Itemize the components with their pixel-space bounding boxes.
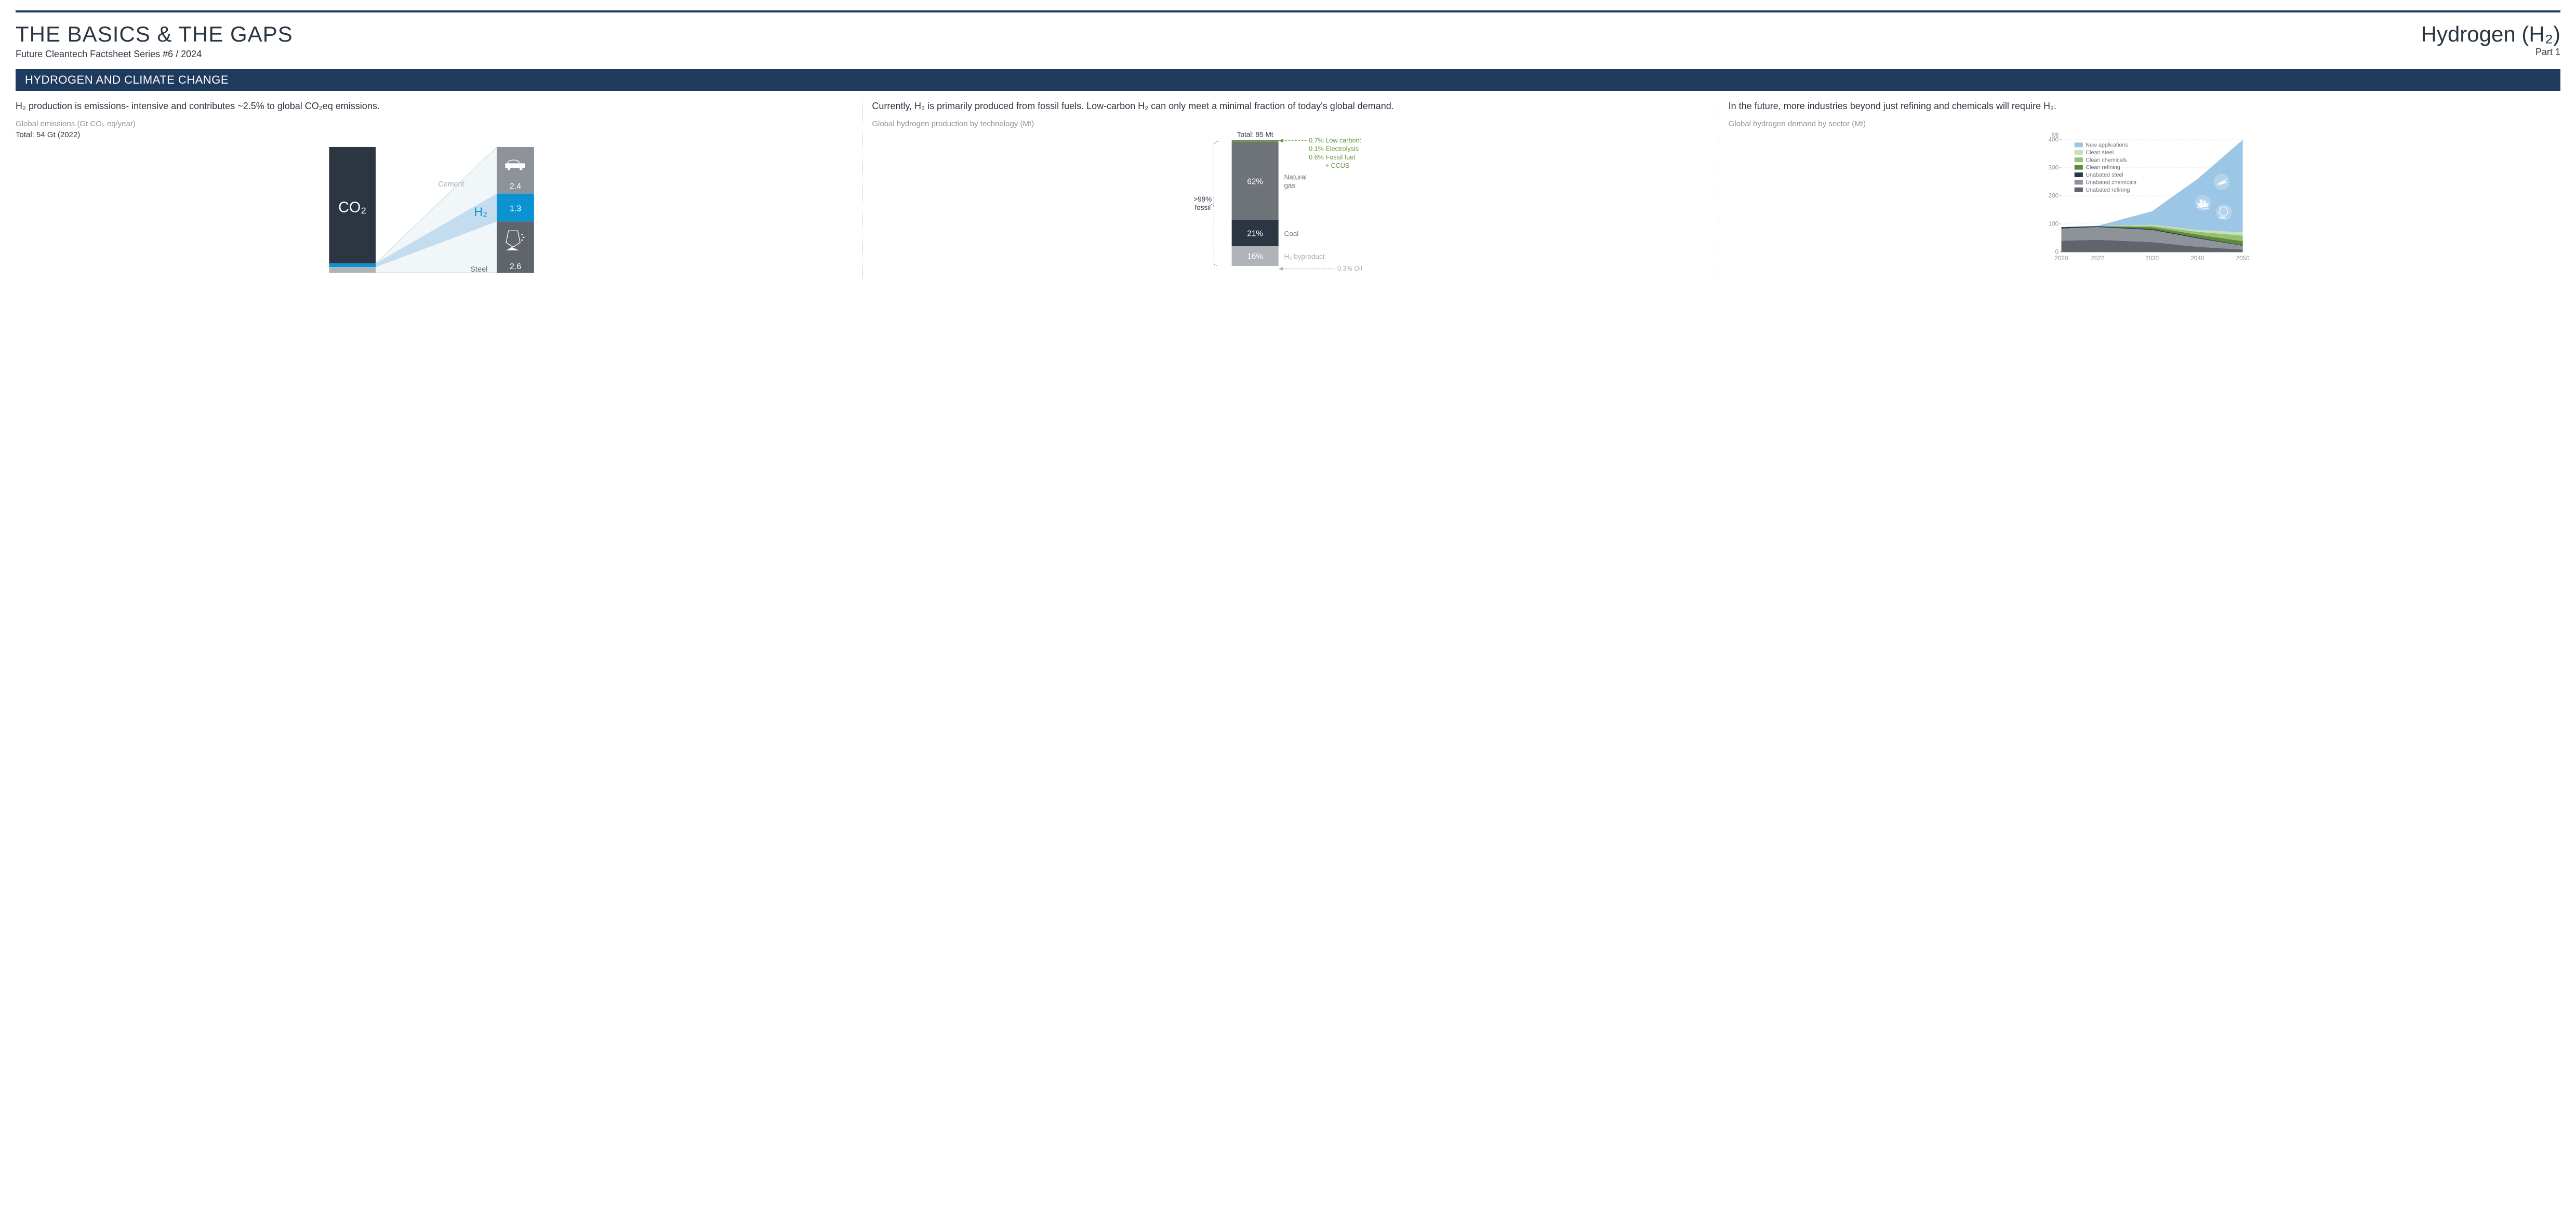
svg-text:0.1% Electrolysis: 0.1% Electrolysis — [1309, 145, 1359, 153]
svg-text:Clean refining: Clean refining — [2086, 165, 2120, 171]
svg-text:62%: 62% — [1247, 178, 1264, 186]
header: THE BASICS & THE GAPS Future Cleantech F… — [16, 22, 2560, 60]
svg-text:2.6: 2.6 — [510, 262, 521, 271]
svg-text:>99%: >99% — [1194, 195, 1212, 203]
svg-text:Clean chemicals: Clean chemicals — [2086, 157, 2127, 164]
detail-bar-cement: 2.4 — [497, 147, 534, 194]
svg-text:1.3: 1.3 — [510, 204, 521, 214]
svg-text:H₂ byproduct: H₂ byproduct — [1284, 253, 1325, 261]
svg-text:16%: 16% — [1247, 252, 1264, 261]
topic-part: Part 1 — [2421, 47, 2560, 58]
svg-text:21%: 21% — [1247, 230, 1264, 238]
svg-text:Unabated refining: Unabated refining — [2086, 187, 2130, 193]
production-chart: Total: 95 Mt >99% fossil 62% Natural gas… — [872, 130, 1704, 271]
svg-text:400: 400 — [2048, 137, 2059, 143]
col-emissions: H₂ production is emissions- intensive an… — [16, 100, 847, 279]
svg-text:New applications: New applications — [2086, 142, 2128, 149]
label-cement: Cement — [438, 181, 464, 189]
svg-text:0.7% Low carbon:: 0.7% Low carbon: — [1309, 137, 1361, 144]
col-demand: In the future, more industries beyond ju… — [1719, 100, 2560, 279]
top-rule — [16, 10, 2560, 12]
svg-text:0: 0 — [2055, 249, 2059, 256]
col1-blurb: H₂ production is emissions- intensive an… — [16, 100, 847, 112]
svg-text:200: 200 — [2048, 193, 2059, 199]
svg-text:0.6% Fossil fuel: 0.6% Fossil fuel — [1309, 154, 1355, 161]
col-production: Currently, H₂ is primarily produced from… — [862, 100, 1704, 279]
col1-total: Total: 54 Gt (2022) — [16, 130, 847, 139]
svg-text:300: 300 — [2048, 165, 2059, 171]
svg-text:gas: gas — [1284, 182, 1296, 190]
label-h2: H₂ — [474, 205, 487, 219]
label-steel: Steel — [471, 266, 488, 274]
page-subtitle: Future Cleantech Factsheet Series #6 / 2… — [16, 49, 293, 60]
svg-text:2022: 2022 — [2091, 256, 2104, 262]
col2-chart-title: Global hydrogen production by technology… — [872, 119, 1704, 128]
demand-chart: Mt 400 300 200 100 0 — [1729, 130, 2560, 271]
section-bar: HYDROGEN AND CLIMATE CHANGE — [16, 69, 2560, 91]
svg-text:0.3% Oil: 0.3% Oil — [1337, 265, 1362, 271]
svg-text:fossil: fossil — [1195, 204, 1211, 211]
svg-text:2040: 2040 — [2190, 256, 2205, 262]
col3-chart-title: Global hydrogen demand by sector (Mt) — [1729, 119, 2560, 128]
detail-bar-h2: 1.3 — [497, 194, 534, 222]
svg-text:Natural: Natural — [1284, 174, 1307, 181]
columns: H₂ production is emissions- intensive an… — [16, 100, 2560, 279]
svg-text:2050: 2050 — [2236, 256, 2250, 262]
svg-text:+ CCUS: + CCUS — [1325, 162, 1350, 169]
ship-icon — [2195, 195, 2211, 211]
foundry-icon — [2216, 205, 2232, 221]
svg-text:2030: 2030 — [2145, 256, 2159, 262]
col1-chart-title: Global emissions (Gt CO₂ eq/year) — [16, 119, 847, 128]
page-title: THE BASICS & THE GAPS — [16, 22, 293, 47]
col2-blurb: Currently, H₂ is primarily produced from… — [872, 100, 1704, 112]
svg-text:Unabated steel: Unabated steel — [2086, 172, 2123, 178]
svg-text:2.4: 2.4 — [510, 182, 521, 191]
plane-icon — [2214, 174, 2230, 190]
col3-blurb: In the future, more industries beyond ju… — [1729, 100, 2560, 112]
svg-text:Unabated chemicals: Unabated chemicals — [2086, 180, 2136, 186]
svg-text:Clean steel: Clean steel — [2086, 150, 2114, 156]
topic-title: Hydrogen (H₂) — [2421, 22, 2560, 47]
detail-bar-steel: 2.6 — [497, 222, 534, 273]
svg-text:100: 100 — [2048, 221, 2059, 228]
svg-text:2020: 2020 — [2054, 256, 2068, 262]
svg-text:CO₂: CO₂ — [338, 199, 366, 216]
emissions-chart: CO₂ Cement H₂ Steel 2.4 — [16, 142, 847, 277]
col2-total: Total: 95 Mt — [1237, 131, 1273, 139]
svg-text:Coal: Coal — [1284, 230, 1299, 238]
